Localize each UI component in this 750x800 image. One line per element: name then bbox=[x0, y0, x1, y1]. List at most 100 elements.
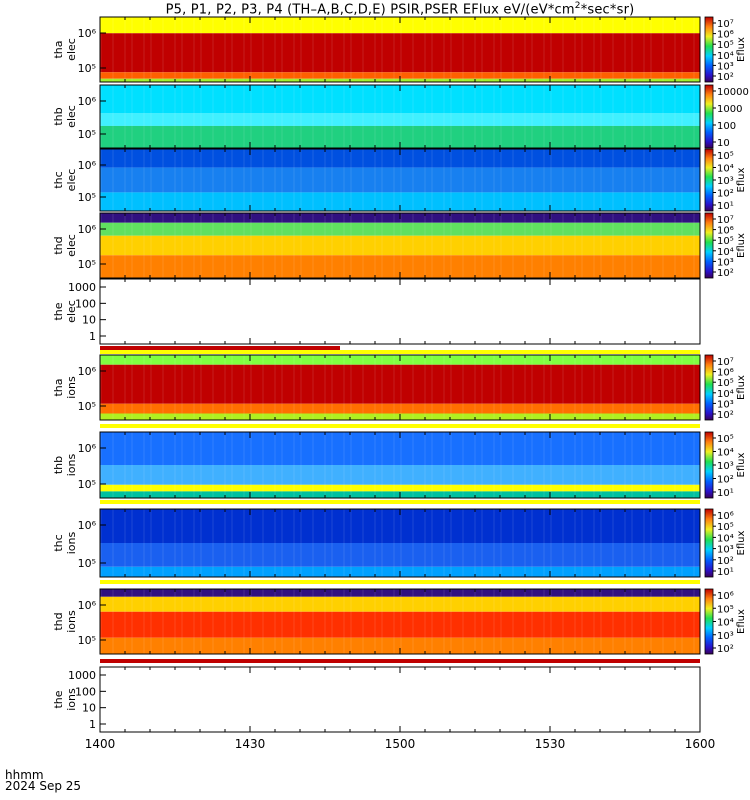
colorbar-tick-label: 10¹ bbox=[717, 567, 734, 578]
y-axis-label-sat: tha bbox=[52, 40, 65, 58]
colorbar-tick-label: 10² bbox=[717, 72, 734, 83]
texture-stripe bbox=[662, 509, 664, 577]
colorbar-tick-label: 10⁶ bbox=[717, 226, 734, 237]
texture-stripe bbox=[400, 432, 402, 498]
texture-stripe bbox=[212, 589, 214, 654]
texture-stripe bbox=[562, 17, 564, 82]
texture-stripe bbox=[443, 213, 445, 278]
texture-stripe bbox=[643, 85, 645, 148]
texture-stripe bbox=[562, 355, 564, 420]
texture-stripe bbox=[150, 17, 152, 82]
y-tick-label: 10⁵ bbox=[78, 128, 96, 141]
texture-stripe bbox=[193, 85, 195, 148]
texture-stripe bbox=[612, 355, 614, 420]
texture-stripe bbox=[524, 589, 526, 654]
texture-stripe bbox=[100, 213, 102, 278]
texture-stripe bbox=[650, 17, 652, 82]
texture-stripe bbox=[143, 432, 145, 498]
colorbar-tick-label: 10⁵ bbox=[717, 434, 734, 445]
texture-stripe bbox=[674, 355, 676, 420]
texture-stripe bbox=[293, 85, 295, 148]
texture-stripe bbox=[350, 355, 352, 420]
y-tick-label: 10⁶ bbox=[78, 365, 97, 378]
texture-stripe bbox=[624, 149, 626, 211]
texture-stripe bbox=[531, 355, 533, 420]
texture-stripe bbox=[424, 589, 426, 654]
y-axis-label-sat: thb bbox=[52, 456, 65, 474]
texture-stripe bbox=[100, 589, 102, 654]
texture-stripe bbox=[550, 589, 552, 654]
texture-stripe bbox=[324, 432, 326, 498]
texture-stripe bbox=[181, 509, 183, 577]
texture-stripe bbox=[262, 85, 264, 148]
texture-stripe bbox=[393, 355, 395, 420]
texture-stripe bbox=[200, 213, 202, 278]
colorbar bbox=[704, 212, 714, 279]
colorbar-tick-label: 10³ bbox=[717, 176, 734, 187]
texture-stripe bbox=[281, 17, 283, 82]
texture-stripe bbox=[374, 213, 376, 278]
texture-stripe bbox=[462, 213, 464, 278]
texture-stripe bbox=[450, 17, 452, 82]
texture-stripe bbox=[312, 432, 314, 498]
texture-stripe bbox=[381, 432, 383, 498]
texture-stripe bbox=[231, 589, 233, 654]
texture-stripe bbox=[431, 355, 433, 420]
texture-stripe bbox=[224, 355, 226, 420]
texture-stripe bbox=[631, 509, 633, 577]
texture-stripe bbox=[631, 432, 633, 498]
texture-stripe bbox=[581, 509, 583, 577]
spectrogram-band bbox=[100, 611, 700, 638]
texture-stripe bbox=[624, 85, 626, 148]
texture-stripe bbox=[481, 149, 483, 211]
texture-stripe bbox=[274, 17, 276, 82]
texture-stripe bbox=[443, 85, 445, 148]
texture-stripe bbox=[162, 589, 164, 654]
colorbar-tick-label: 10³ bbox=[717, 461, 734, 472]
texture-stripe bbox=[343, 509, 345, 577]
texture-stripe bbox=[431, 213, 433, 278]
y-axis-label-sat: thb bbox=[52, 107, 65, 125]
texture-stripe bbox=[312, 509, 314, 577]
texture-stripe bbox=[274, 509, 276, 577]
colorbar-tick-label: 1000 bbox=[717, 104, 742, 115]
texture-stripe bbox=[481, 85, 483, 148]
texture-stripe bbox=[162, 85, 164, 148]
texture-stripe bbox=[562, 589, 564, 654]
texture-stripe bbox=[500, 85, 502, 148]
texture-stripe bbox=[124, 213, 126, 278]
texture-stripe bbox=[493, 213, 495, 278]
texture-stripe bbox=[662, 17, 664, 82]
texture-stripe bbox=[131, 432, 133, 498]
texture-stripe bbox=[674, 149, 676, 211]
y-tick-label: 100 bbox=[75, 297, 96, 310]
texture-stripe bbox=[650, 355, 652, 420]
texture-stripe bbox=[462, 432, 464, 498]
texture-stripe bbox=[374, 149, 376, 211]
colorbar-tick-label: 10¹ bbox=[717, 488, 734, 499]
texture-stripe bbox=[243, 149, 245, 211]
texture-stripe bbox=[124, 509, 126, 577]
empty-plot-area bbox=[100, 667, 700, 732]
texture-stripe bbox=[424, 17, 426, 82]
texture-stripe bbox=[524, 213, 526, 278]
texture-stripe bbox=[431, 149, 433, 211]
texture-stripe bbox=[312, 149, 314, 211]
texture-stripe bbox=[231, 149, 233, 211]
texture-stripe bbox=[293, 17, 295, 82]
texture-stripe bbox=[531, 17, 533, 82]
texture-stripe bbox=[200, 509, 202, 577]
y-axis-label-species: elec bbox=[65, 105, 78, 128]
texture-stripe bbox=[574, 355, 576, 420]
texture-stripe bbox=[574, 509, 576, 577]
y-axis-label-sat: tha bbox=[52, 378, 65, 396]
texture-stripe bbox=[112, 213, 114, 278]
texture-stripe bbox=[150, 149, 152, 211]
y-tick-label: 10⁶ bbox=[78, 27, 97, 40]
colorbar-tick-label: 10² bbox=[717, 268, 734, 279]
texture-stripe bbox=[631, 355, 633, 420]
texture-stripe bbox=[450, 509, 452, 577]
texture-stripe bbox=[293, 149, 295, 211]
texture-stripe bbox=[150, 589, 152, 654]
texture-stripe bbox=[693, 213, 695, 278]
